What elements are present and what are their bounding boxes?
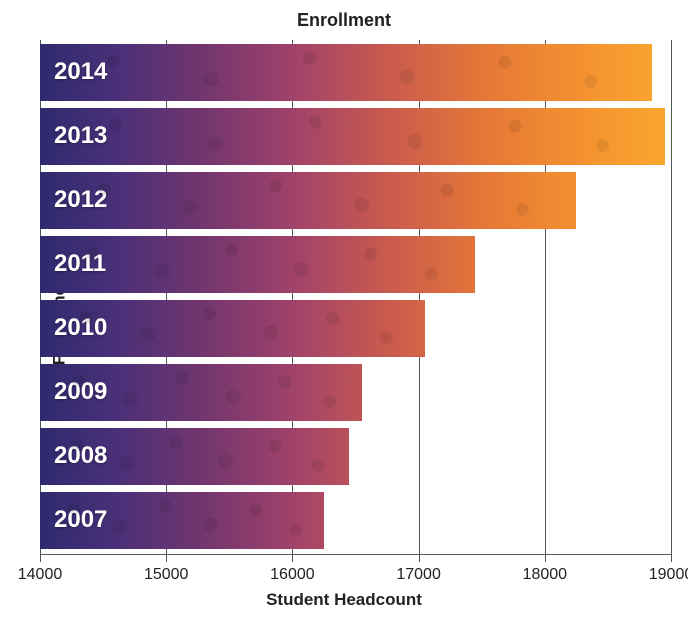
x-tick-mark [671, 554, 672, 562]
x-tick-mark [40, 554, 41, 562]
x-tick-label: 17000 [396, 566, 441, 584]
x-axis-line [40, 554, 671, 555]
x-tick-label: 14000 [18, 566, 63, 584]
bar-label: 2008 [54, 442, 107, 470]
plot-area: 1400015000160001700018000190002014201320… [40, 40, 671, 554]
chart-title: Enrollment [0, 10, 688, 31]
bar-2014: 2014 [40, 44, 652, 101]
gridline [671, 40, 672, 554]
bar-label: 2012 [54, 186, 107, 214]
x-tick-label: 15000 [144, 566, 189, 584]
bar-2013: 2013 [40, 108, 665, 165]
bar-label: 2011 [54, 250, 106, 278]
x-tick-label: 16000 [270, 566, 315, 584]
x-tick-label: 19000 [649, 566, 688, 584]
x-tick-label: 18000 [523, 566, 568, 584]
bar-2010: 2010 [40, 300, 425, 357]
bar-label: 2009 [54, 378, 107, 406]
bar-label: 2007 [54, 506, 107, 534]
x-tick-mark [292, 554, 293, 562]
x-tick-mark [545, 554, 546, 562]
x-tick-mark [419, 554, 420, 562]
bar-label: 2010 [54, 314, 107, 342]
bar-2012: 2012 [40, 172, 576, 229]
bar-2011: 2011 [40, 236, 475, 293]
bar-2007: 2007 [40, 492, 324, 549]
enrollment-chart: Enrollment Fall Semester Student Headcou… [0, 0, 688, 620]
x-tick-mark [166, 554, 167, 562]
bar-2008: 2008 [40, 428, 349, 485]
bar-label: 2014 [54, 58, 107, 86]
x-axis-label: Student Headcount [0, 590, 688, 610]
bar-2009: 2009 [40, 364, 362, 421]
bar-label: 2013 [54, 122, 107, 150]
